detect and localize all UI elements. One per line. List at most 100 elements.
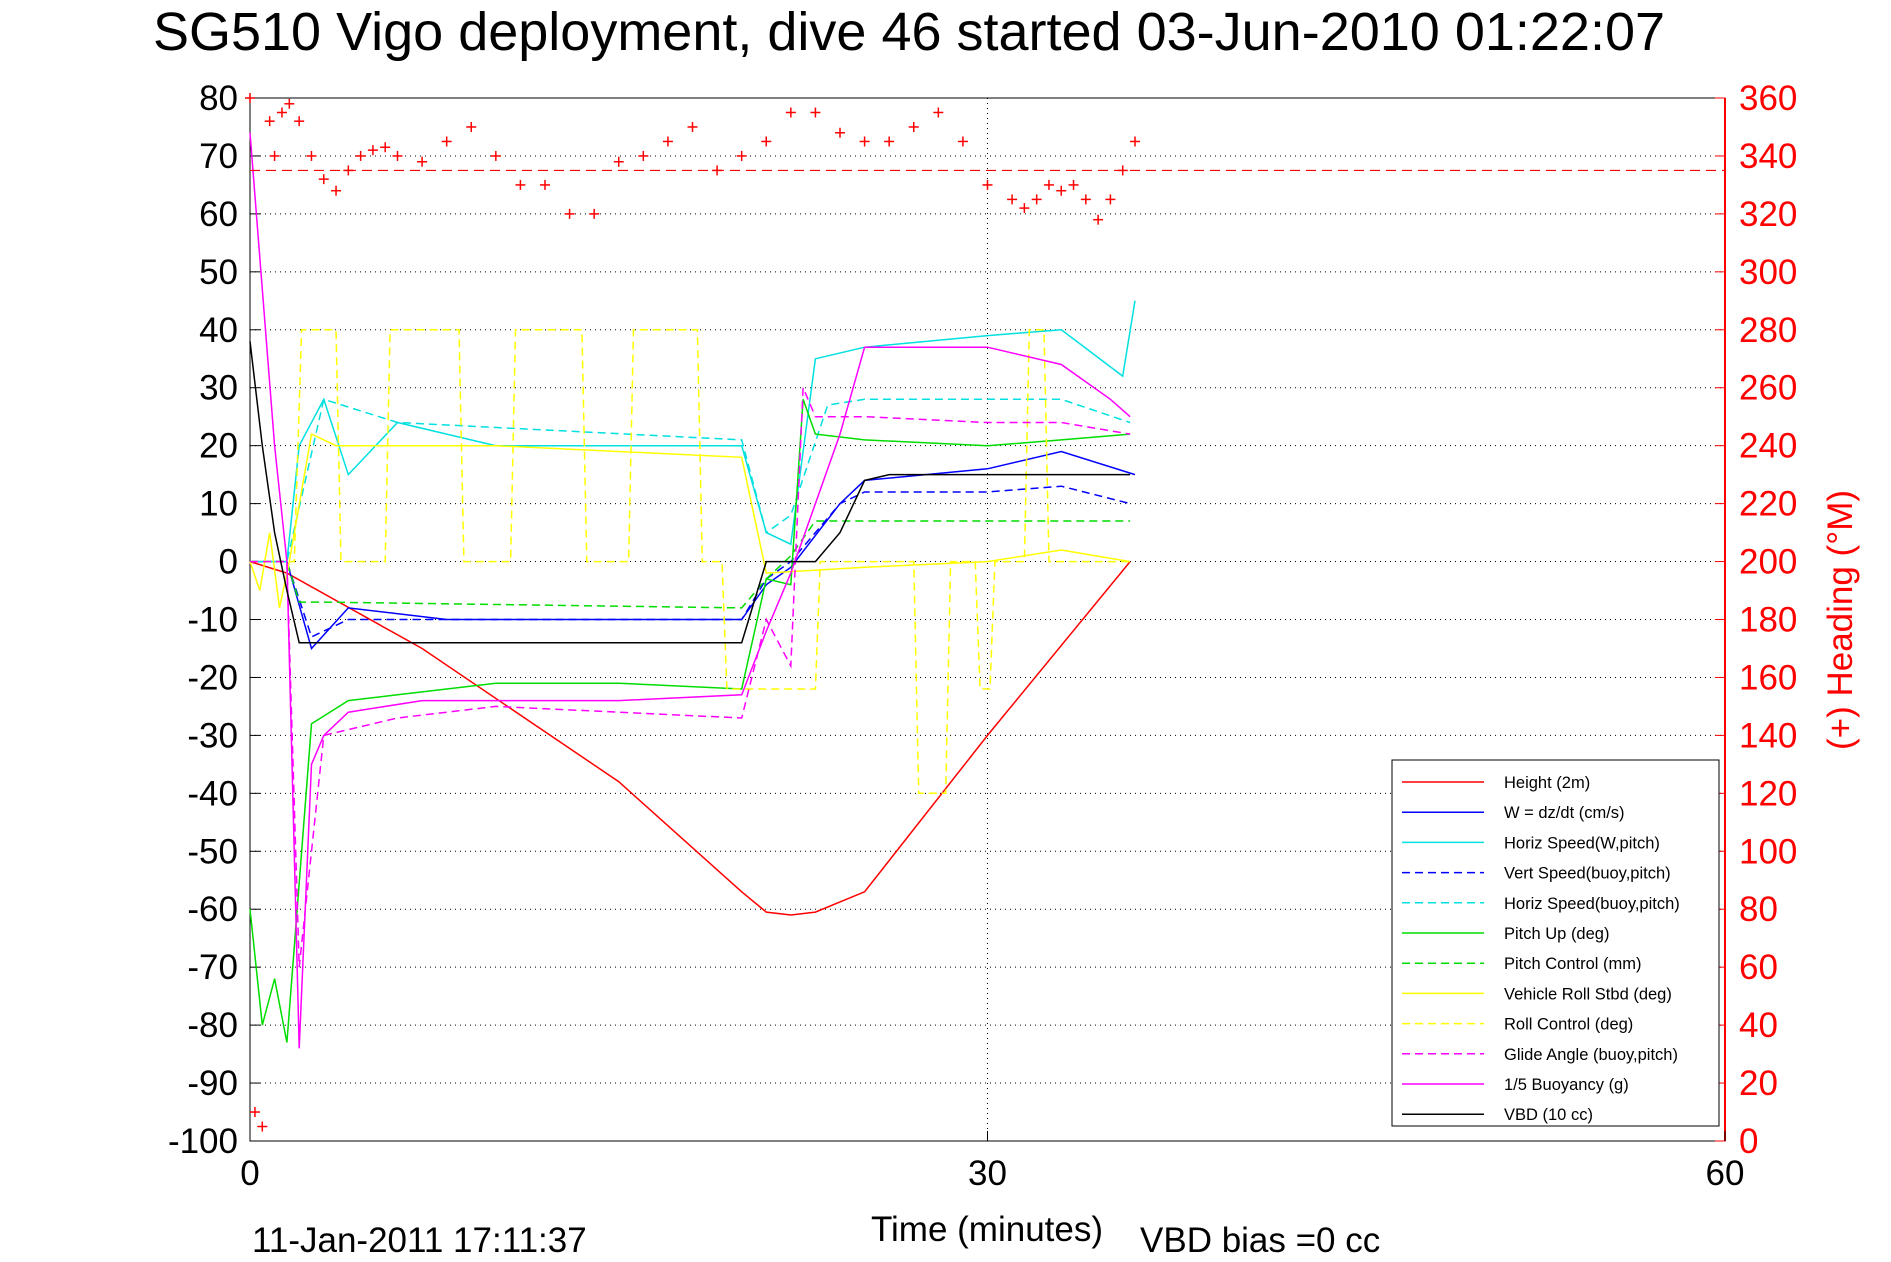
left-tick-label: -70: [187, 948, 238, 987]
x-tick-label: 30: [968, 1154, 1007, 1193]
legend: Height (2m) W = dz/dt (cm/s) Horiz Speed(W…: [1391, 759, 1720, 1127]
legend-label-10: 1/5 Buoyancy (g): [1504, 1076, 1629, 1094]
heading-point: [687, 121, 698, 132]
right-tick-label: 300: [1739, 253, 1797, 292]
left-tick-label: 60: [199, 195, 238, 234]
series-line-6: [250, 520, 1131, 609]
x-tick-label: 0: [240, 1154, 259, 1193]
series-line-10: [249, 132, 1131, 1049]
left-tick-label: -40: [187, 774, 238, 813]
heading-point: [343, 165, 354, 176]
heading-point: [490, 150, 501, 161]
heading-point: [908, 121, 919, 132]
right-tick-label: 100: [1739, 832, 1797, 871]
heading-point: [957, 136, 968, 147]
left-tick-label: -30: [187, 716, 238, 755]
heading-point: [1093, 214, 1104, 225]
heading-point: [884, 136, 895, 147]
legend-label-5: Pitch Up (deg): [1504, 925, 1609, 943]
heading-point: [613, 156, 624, 167]
left-tick-label: -50: [187, 832, 238, 871]
heading-point: [933, 107, 944, 118]
heading-point: [1056, 185, 1067, 196]
heading-layer: [245, 93, 1725, 1132]
heading-point: [982, 179, 993, 190]
heading-point: [380, 142, 391, 153]
right-tick-label: 140: [1739, 716, 1797, 755]
heading-point: [441, 136, 452, 147]
left-tick-label: 70: [199, 137, 238, 176]
legend-label-1: W = dz/dt (cm/s): [1504, 804, 1625, 822]
left-tick-label: 50: [199, 253, 238, 292]
left-tick-label: 20: [199, 427, 238, 466]
heading-point: [257, 1121, 268, 1132]
heading-point: [284, 98, 295, 109]
timestamp-footer: 11-Jan-2011 17:11:37: [252, 1221, 587, 1260]
legend-label-9: Glide Angle (buoy,pitch): [1504, 1046, 1678, 1064]
legend-label-2: Horiz Speed(W,pitch): [1504, 834, 1660, 852]
heading-point: [515, 179, 526, 190]
heading-point: [1117, 165, 1128, 176]
heading-point: [1080, 194, 1091, 205]
left-tick-label: 30: [199, 369, 238, 408]
x-tick-label: 60: [1706, 1154, 1745, 1193]
heading-point: [540, 179, 550, 190]
right-axis: 3603403203002802602402202001801601401201…: [1715, 79, 1797, 1161]
x-axis: 0 30 60: [240, 1131, 1744, 1193]
series-line-9: [250, 387, 1131, 968]
heading-point: [276, 107, 287, 118]
right-tick-label: 320: [1739, 195, 1797, 234]
right-tick-label: 280: [1739, 311, 1797, 350]
heading-point: [318, 174, 329, 185]
heading-point: [355, 150, 366, 161]
heading-point: [1043, 179, 1054, 190]
heading-point: [589, 208, 600, 219]
heading-point: [417, 156, 428, 167]
series-line-8: [250, 329, 1131, 795]
left-tick-label: 80: [199, 79, 238, 118]
heading-point: [1068, 179, 1079, 190]
legend-label-7: Vehicle Roll Stbd (deg): [1504, 985, 1672, 1003]
left-tick-label: -90: [187, 1064, 238, 1103]
heading-point: [1019, 203, 1030, 214]
right-axis-label: (+) Heading (°M): [1821, 490, 1860, 750]
heading-point: [712, 165, 723, 176]
heading-point: [835, 127, 845, 138]
left-tick-label: 10: [199, 485, 238, 524]
heading-point: [264, 116, 275, 127]
heading-point: [249, 1107, 260, 1118]
left-tick-label: -20: [187, 658, 238, 697]
legend-label-6: Pitch Control (mm): [1504, 955, 1642, 973]
right-tick-label: 360: [1739, 79, 1797, 118]
heading-point: [294, 116, 305, 127]
heading-point: [1105, 194, 1116, 205]
left-axis: 80 70 60 50 40 30 20 10 0 -10 -20 -30 -40 -50 -60 -70 -8…: [168, 79, 260, 1161]
right-tick-label: 80: [1739, 890, 1778, 929]
heading-point: [736, 150, 747, 161]
left-tick-label: -100: [168, 1122, 238, 1161]
series-line-4: [250, 398, 1131, 563]
right-tick-label: 20: [1739, 1064, 1778, 1103]
heading-point: [662, 136, 673, 147]
heading-point: [859, 136, 870, 147]
series-line-3: [250, 485, 1131, 638]
x-axis-label: Time (minutes): [871, 1210, 1103, 1249]
right-tick-label: 340: [1739, 137, 1797, 176]
left-tick-label: 40: [199, 311, 238, 350]
right-tick-label: 0: [1739, 1122, 1758, 1161]
legend-label-3: Vert Speed(buoy,pitch): [1504, 865, 1671, 883]
series-line-5: [249, 399, 1131, 1043]
heading-point: [269, 150, 280, 161]
legend-label-4: Horiz Speed(buoy,pitch): [1504, 895, 1680, 913]
legend-label-11: VBD (10 cc): [1504, 1106, 1593, 1124]
heading-point: [564, 208, 575, 219]
legend-box: [1391, 759, 1720, 1127]
right-tick-label: 200: [1739, 543, 1797, 582]
series-line-0: [249, 560, 1131, 916]
right-tick-label: 60: [1739, 948, 1778, 987]
right-tick-label: 160: [1739, 658, 1797, 697]
legend-label-0: Height (2m): [1504, 774, 1590, 792]
left-tick-label: -10: [187, 601, 238, 640]
heading-point: [810, 107, 821, 118]
right-tick-label: 40: [1739, 1006, 1778, 1045]
